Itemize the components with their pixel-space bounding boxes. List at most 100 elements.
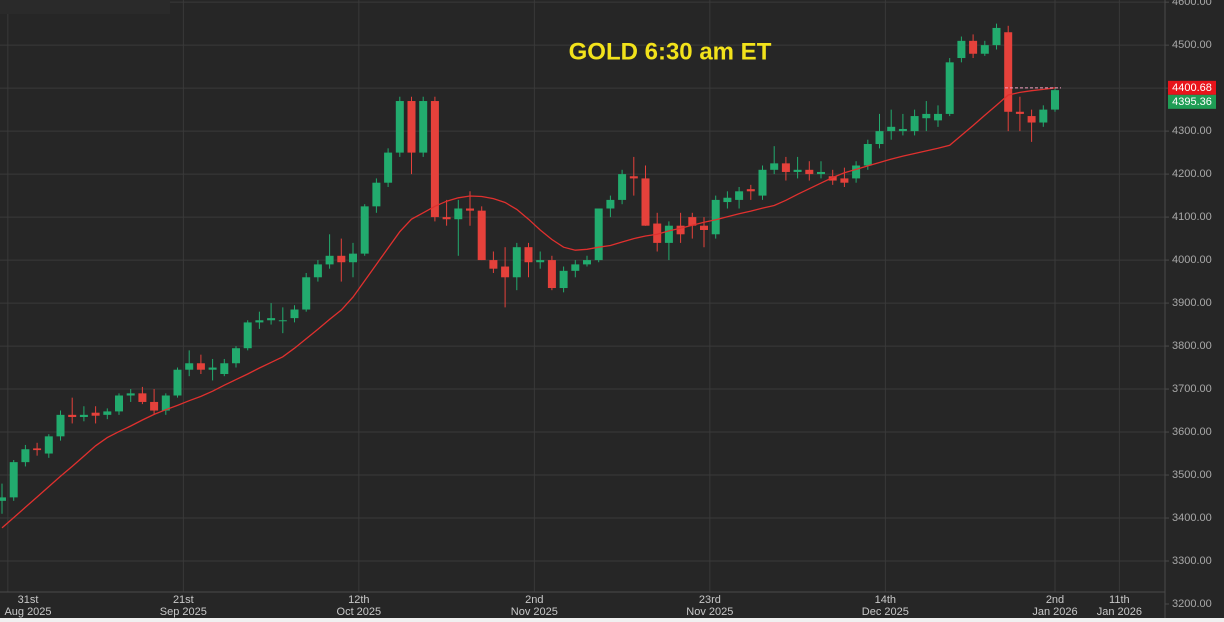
y-tick-label: 3700.00 (1172, 383, 1212, 395)
chart-title: GOLD 6:30 am ET (569, 38, 772, 65)
y-tick-label: 4600.00 (1172, 0, 1212, 8)
candle-body (442, 217, 451, 220)
x-tick-sublabel: Oct 2025 (337, 606, 382, 618)
candle-body (805, 169, 814, 175)
candle-body (501, 266, 510, 278)
candle-body (1015, 111, 1024, 114)
candle-body (945, 62, 954, 114)
candle-body (1004, 32, 1013, 112)
candle-body (430, 101, 439, 218)
candle-body (512, 247, 521, 278)
y-tick-label: 4000.00 (1172, 254, 1212, 266)
candle-body (407, 101, 416, 153)
candle-body (875, 131, 884, 145)
candle-body (758, 169, 767, 196)
candle-body (208, 367, 217, 370)
candle-body (185, 363, 194, 370)
candle-body (384, 152, 393, 183)
candle-body (466, 208, 474, 211)
candle-body (1039, 109, 1048, 123)
candle-body (395, 101, 404, 153)
candle-body (325, 255, 334, 265)
x-tick-label: 31st (18, 594, 39, 606)
y-tick-label: 3900.00 (1172, 297, 1212, 309)
price-label-box (1168, 80, 1216, 95)
price-label: 4400.68 (1172, 82, 1212, 94)
candle-body (922, 113, 931, 119)
x-tick-sublabel: Dec 2025 (862, 606, 909, 618)
candle-body (992, 27, 1001, 46)
candle-body (676, 225, 685, 235)
y-tick-label: 4500.00 (1172, 39, 1212, 51)
candle-body (641, 178, 650, 226)
candle-body (910, 116, 919, 132)
candle-body (653, 223, 662, 243)
candle-body (267, 318, 276, 321)
candle-body (618, 174, 627, 200)
x-tick-sublabel: Nov 2025 (511, 606, 558, 618)
candle-body (196, 363, 205, 370)
candle-body (664, 225, 673, 243)
candle-body (91, 412, 100, 416)
candle-body (220, 363, 229, 375)
candle-body (793, 169, 802, 172)
candle-body (21, 449, 30, 463)
candle-body (372, 182, 381, 207)
candle-body (337, 255, 346, 263)
grid (0, 0, 1165, 605)
candle-body (79, 414, 88, 417)
x-tick-label: 2nd (525, 594, 543, 606)
candle-body (770, 163, 779, 170)
candle-body (243, 322, 252, 349)
candle-body (1027, 116, 1036, 123)
candle-body (571, 264, 580, 271)
x-tick-label: 14th (875, 594, 896, 606)
candle-body (688, 217, 697, 226)
x-axis-band (0, 592, 1165, 618)
candle-body (969, 40, 978, 54)
candle-body (735, 191, 744, 200)
candle-body (781, 163, 790, 172)
candle-body (583, 260, 591, 265)
x-tick-label: 12th (348, 594, 369, 606)
y-tick-label: 3500.00 (1172, 469, 1212, 481)
candle-body (419, 101, 428, 153)
candle-body (1051, 90, 1059, 110)
moving-average (1, 87, 1056, 529)
price-label-box (1168, 94, 1216, 109)
candle-body (817, 171, 825, 175)
candle-body (536, 260, 545, 263)
candle-body (852, 165, 861, 179)
candle-body (56, 414, 65, 437)
candle-body (44, 436, 53, 454)
candle-body (711, 199, 720, 235)
x-tick-sublabel: Jan 2026 (1032, 606, 1077, 618)
candle-body (547, 260, 556, 289)
x-tick-sublabel: Nov 2025 (686, 606, 733, 618)
x-tick-label: 2nd (1046, 594, 1064, 606)
candle-body (0, 497, 6, 501)
candle-body (723, 197, 732, 203)
candle-body (559, 270, 568, 289)
y-tick-label: 3200.00 (1172, 598, 1212, 610)
plot-area (0, 23, 1061, 529)
x-tick-sublabel: Jan 2026 (1097, 606, 1142, 618)
candle-body (957, 40, 966, 59)
candle-body (150, 401, 159, 411)
candle-body (887, 126, 896, 132)
candle-body (115, 395, 123, 412)
candle-body (746, 189, 755, 192)
candle-body (898, 128, 907, 132)
x-tick-sublabel: Sep 2025 (160, 606, 207, 618)
candle-body (863, 144, 872, 166)
toolbar-strip (0, 0, 170, 14)
candle-body (934, 113, 942, 121)
candle-body (9, 462, 18, 498)
candle-body (290, 309, 299, 319)
candle-body (629, 176, 638, 179)
candle-body (454, 208, 463, 220)
y-tick-label: 3300.00 (1172, 555, 1212, 567)
candle-body (302, 277, 311, 310)
candle-body (33, 448, 42, 451)
